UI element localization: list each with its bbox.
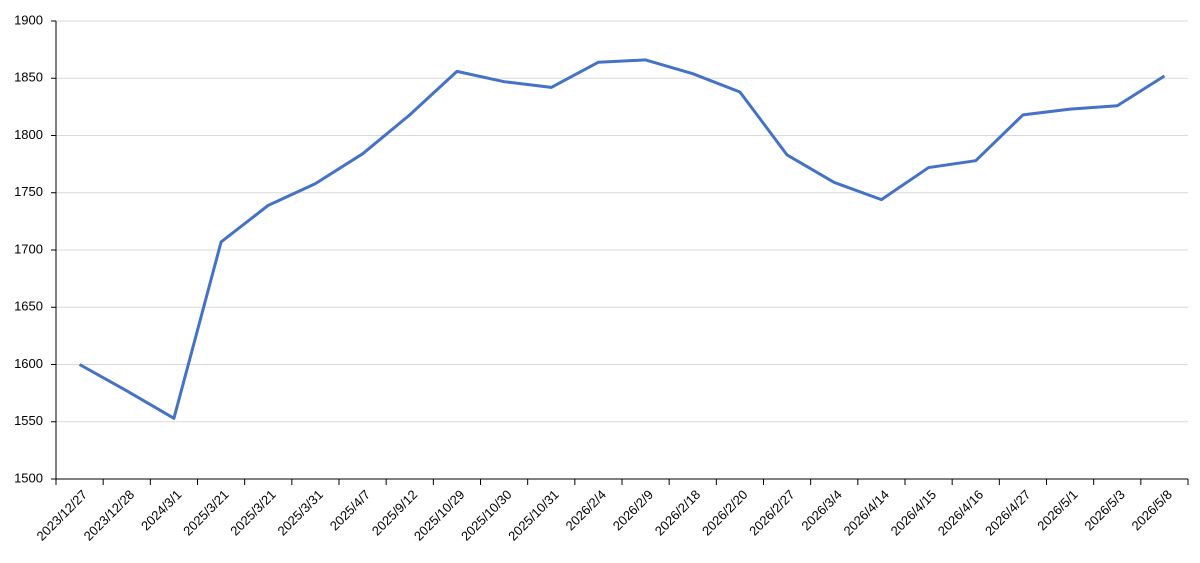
- x-tick-label: 2025/10/31: [505, 487, 562, 544]
- y-tick-label: 1500: [14, 470, 43, 485]
- y-tick-label: 1900: [14, 12, 43, 27]
- x-tick-label: 2026/4/16: [935, 487, 987, 539]
- x-tick-label: 2023/12/28: [81, 487, 138, 544]
- x-tick-label: 2026/3/4: [798, 487, 844, 533]
- x-tick-label: 2026/5/3: [1081, 487, 1127, 533]
- y-tick-label: 1750: [14, 184, 43, 199]
- y-tick-label: 1650: [14, 299, 43, 314]
- x-tick-label: 2024/3/1: [138, 487, 184, 533]
- x-tick-label: 2026/2/27: [746, 487, 798, 539]
- x-tick-label: 2025/3/21: [227, 487, 279, 539]
- x-tick-label: 2026/2/20: [699, 487, 751, 539]
- x-tick-label: 2025/3/21: [180, 487, 232, 539]
- y-tick-label: 1550: [14, 413, 43, 428]
- y-tick-label: 1700: [14, 241, 43, 256]
- y-tick-label: 1850: [14, 70, 43, 85]
- x-tick-label: 2025/3/31: [274, 487, 326, 539]
- x-tick-label: 2026/4/15: [888, 487, 940, 539]
- line-series: [78, 58, 1166, 420]
- x-tick-label: 2025/4/7: [327, 487, 373, 533]
- x-tick-label: 2026/4/27: [982, 487, 1034, 539]
- x-tick-label: 2026/5/1: [1034, 487, 1080, 533]
- y-tick-label: 1800: [14, 127, 43, 142]
- x-tick-label: 2026/2/18: [652, 487, 704, 539]
- y-tick-label: 1600: [14, 356, 43, 371]
- x-tick-label: 2026/2/4: [563, 487, 609, 533]
- x-tick-label: 2026/2/9: [610, 487, 656, 533]
- x-tick-label: 2026/5/8: [1129, 487, 1175, 533]
- x-tick-label: 2026/4/14: [840, 487, 892, 539]
